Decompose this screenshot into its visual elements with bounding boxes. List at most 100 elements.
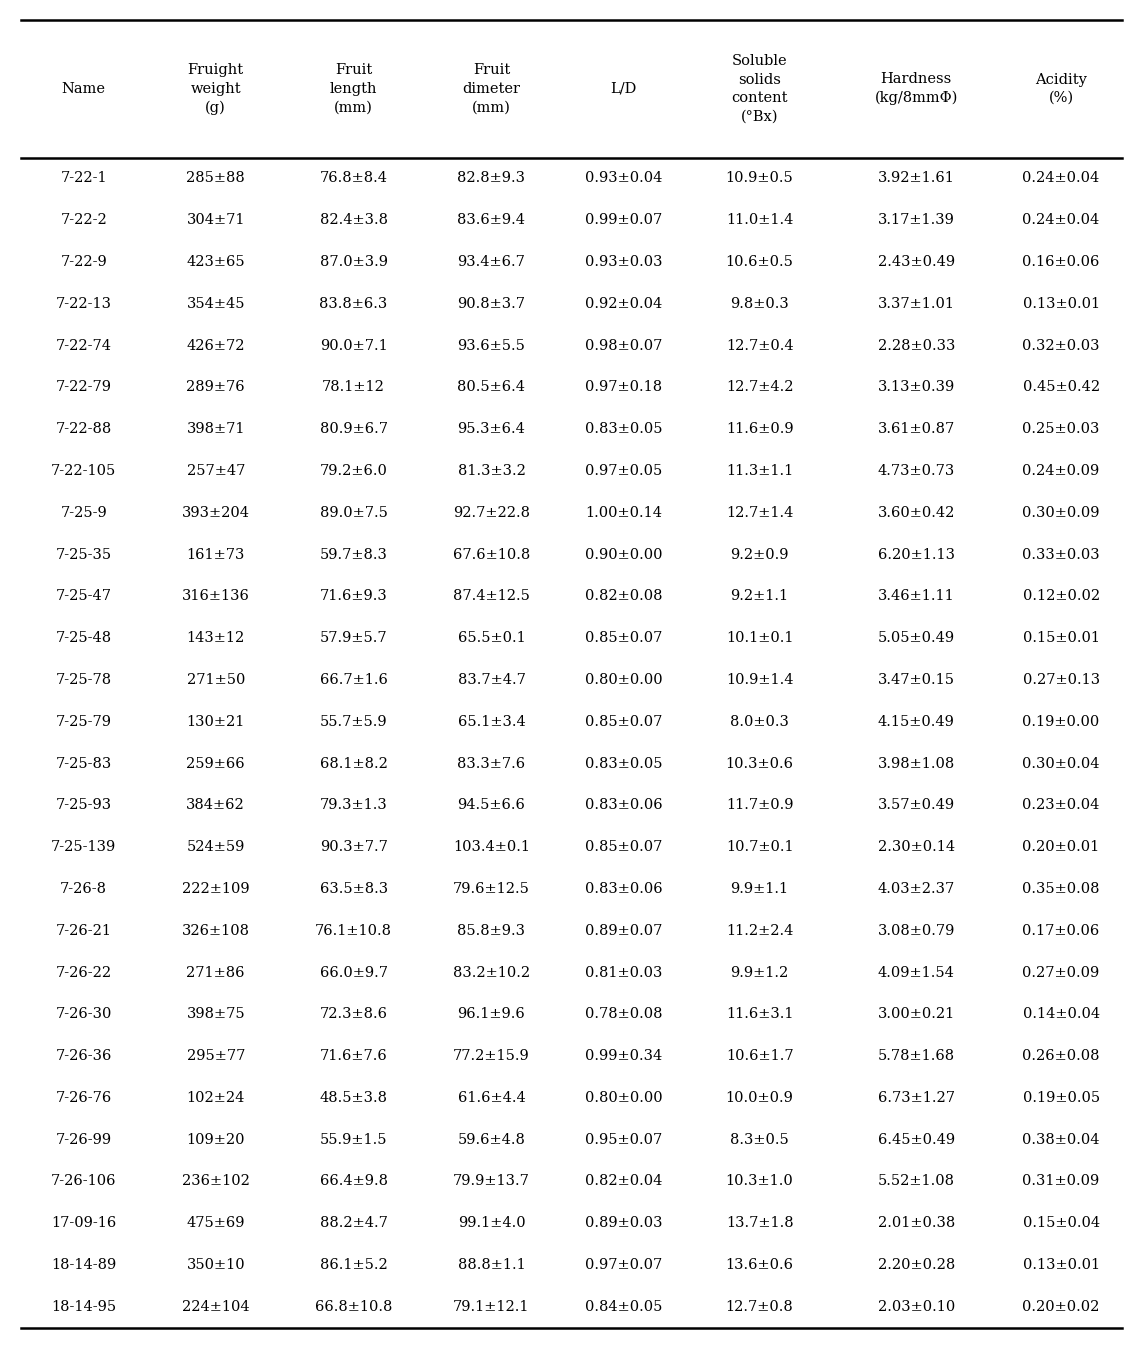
- Text: 0.13±0.01: 0.13±0.01: [1023, 297, 1100, 311]
- Text: 7-26-22: 7-26-22: [56, 965, 112, 980]
- Text: 0.33±0.03: 0.33±0.03: [1022, 547, 1100, 562]
- Text: 0.14±0.04: 0.14±0.04: [1023, 1007, 1100, 1022]
- Text: 7-25-79: 7-25-79: [56, 714, 112, 729]
- Text: 7-22-79: 7-22-79: [56, 380, 112, 395]
- Text: 5.05±0.49: 5.05±0.49: [878, 631, 954, 646]
- Text: 10.1±0.1: 10.1±0.1: [726, 631, 793, 646]
- Text: 2.30±0.14: 2.30±0.14: [878, 840, 954, 855]
- Text: 304±71: 304±71: [186, 213, 245, 228]
- Text: 6.73±1.27: 6.73±1.27: [878, 1091, 954, 1105]
- Text: 71.6±7.6: 71.6±7.6: [320, 1049, 387, 1064]
- Text: 0.23±0.04: 0.23±0.04: [1022, 798, 1100, 813]
- Text: 143±12: 143±12: [186, 631, 245, 646]
- Text: 7-26-106: 7-26-106: [51, 1174, 117, 1189]
- Text: 59.6±4.8: 59.6±4.8: [457, 1132, 526, 1147]
- Text: 83.6±9.4: 83.6±9.4: [457, 213, 526, 228]
- Text: 0.13±0.01: 0.13±0.01: [1023, 1258, 1100, 1273]
- Text: 63.5±8.3: 63.5±8.3: [320, 882, 387, 896]
- Text: 89.0±7.5: 89.0±7.5: [320, 506, 387, 520]
- Text: 0.83±0.06: 0.83±0.06: [585, 798, 662, 813]
- Text: 71.6±9.3: 71.6±9.3: [320, 589, 387, 604]
- Text: 11.6±0.9: 11.6±0.9: [726, 422, 793, 437]
- Text: 285±88: 285±88: [186, 171, 245, 186]
- Text: 10.3±0.6: 10.3±0.6: [726, 756, 793, 771]
- Text: 3.92±1.61: 3.92±1.61: [878, 171, 954, 186]
- Text: 0.12±0.02: 0.12±0.02: [1023, 589, 1100, 604]
- Text: 0.99±0.07: 0.99±0.07: [585, 213, 662, 228]
- Text: 130±21: 130±21: [186, 714, 245, 729]
- Text: 271±86: 271±86: [186, 965, 245, 980]
- Text: 7-22-13: 7-22-13: [56, 297, 112, 311]
- Text: 3.57±0.49: 3.57±0.49: [878, 798, 954, 813]
- Text: 2.28±0.33: 2.28±0.33: [878, 338, 954, 353]
- Text: 5.78±1.68: 5.78±1.68: [878, 1049, 954, 1064]
- Text: 398±71: 398±71: [186, 422, 245, 437]
- Text: 4.03±2.37: 4.03±2.37: [878, 882, 954, 896]
- Text: 93.6±5.5: 93.6±5.5: [457, 338, 526, 353]
- Text: 7-25-139: 7-25-139: [51, 840, 117, 855]
- Text: 0.15±0.04: 0.15±0.04: [1023, 1216, 1100, 1231]
- Text: 224±104: 224±104: [182, 1299, 249, 1314]
- Text: 77.2±15.9: 77.2±15.9: [453, 1049, 530, 1064]
- Text: 0.97±0.18: 0.97±0.18: [585, 380, 662, 395]
- Text: 9.8±0.3: 9.8±0.3: [730, 297, 789, 311]
- Text: 236±102: 236±102: [182, 1174, 249, 1189]
- Text: 524±59: 524±59: [186, 840, 245, 855]
- Text: 2.43±0.49: 2.43±0.49: [878, 255, 954, 270]
- Text: 7-25-78: 7-25-78: [56, 673, 112, 687]
- Text: 295±77: 295±77: [186, 1049, 245, 1064]
- Text: 0.25±0.03: 0.25±0.03: [1022, 422, 1100, 437]
- Text: 87.0±3.9: 87.0±3.9: [320, 255, 387, 270]
- Text: 10.9±1.4: 10.9±1.4: [726, 673, 793, 687]
- Text: 7-22-9: 7-22-9: [61, 255, 107, 270]
- Text: 3.37±1.01: 3.37±1.01: [878, 297, 954, 311]
- Text: 4.15±0.49: 4.15±0.49: [878, 714, 954, 729]
- Text: 289±76: 289±76: [186, 380, 245, 395]
- Text: 3.60±0.42: 3.60±0.42: [878, 506, 954, 520]
- Text: 0.97±0.07: 0.97±0.07: [585, 1258, 662, 1273]
- Text: 4.09±1.54: 4.09±1.54: [878, 965, 954, 980]
- Text: 57.9±5.7: 57.9±5.7: [320, 631, 387, 646]
- Text: 0.97±0.05: 0.97±0.05: [585, 464, 662, 479]
- Text: 7-22-2: 7-22-2: [61, 213, 107, 228]
- Text: 0.24±0.04: 0.24±0.04: [1023, 171, 1100, 186]
- Text: 66.0±9.7: 66.0±9.7: [320, 965, 387, 980]
- Text: 12.7±4.2: 12.7±4.2: [726, 380, 793, 395]
- Text: 7-26-99: 7-26-99: [56, 1132, 112, 1147]
- Text: 11.0±1.4: 11.0±1.4: [726, 213, 793, 228]
- Text: 0.19±0.00: 0.19±0.00: [1023, 714, 1100, 729]
- Text: 85.8±9.3: 85.8±9.3: [457, 923, 526, 938]
- Text: 0.80±0.00: 0.80±0.00: [585, 673, 662, 687]
- Text: 7-26-36: 7-26-36: [56, 1049, 112, 1064]
- Text: 0.78±0.08: 0.78±0.08: [585, 1007, 662, 1022]
- Text: 7-22-74: 7-22-74: [56, 338, 112, 353]
- Text: 83.2±10.2: 83.2±10.2: [453, 965, 530, 980]
- Text: 0.30±0.09: 0.30±0.09: [1022, 506, 1100, 520]
- Text: 9.9±1.2: 9.9±1.2: [730, 965, 789, 980]
- Text: 0.20±0.02: 0.20±0.02: [1022, 1299, 1100, 1314]
- Text: 7-22-88: 7-22-88: [56, 422, 112, 437]
- Text: 2.01±0.38: 2.01±0.38: [878, 1216, 954, 1231]
- Text: 81.3±3.2: 81.3±3.2: [457, 464, 526, 479]
- Text: 7-26-21: 7-26-21: [56, 923, 112, 938]
- Text: 257±47: 257±47: [186, 464, 245, 479]
- Text: 76.1±10.8: 76.1±10.8: [315, 923, 392, 938]
- Text: 3.46±1.11: 3.46±1.11: [878, 589, 954, 604]
- Text: 99.1±4.0: 99.1±4.0: [457, 1216, 526, 1231]
- Text: 0.80±0.00: 0.80±0.00: [585, 1091, 662, 1105]
- Text: 7-26-76: 7-26-76: [56, 1091, 112, 1105]
- Text: 67.6±10.8: 67.6±10.8: [453, 547, 530, 562]
- Text: 0.99±0.34: 0.99±0.34: [585, 1049, 662, 1064]
- Text: 48.5±3.8: 48.5±3.8: [320, 1091, 387, 1105]
- Text: 0.19±0.05: 0.19±0.05: [1023, 1091, 1100, 1105]
- Text: 426±72: 426±72: [186, 338, 245, 353]
- Text: 0.93±0.04: 0.93±0.04: [585, 171, 662, 186]
- Text: 13.6±0.6: 13.6±0.6: [726, 1258, 793, 1273]
- Text: 7-25-35: 7-25-35: [56, 547, 112, 562]
- Text: 0.82±0.08: 0.82±0.08: [585, 589, 662, 604]
- Text: 88.8±1.1: 88.8±1.1: [457, 1258, 526, 1273]
- Text: 0.83±0.05: 0.83±0.05: [585, 756, 662, 771]
- Text: 82.8±9.3: 82.8±9.3: [457, 171, 526, 186]
- Text: 0.35±0.08: 0.35±0.08: [1022, 882, 1100, 896]
- Text: 12.7±0.8: 12.7±0.8: [726, 1299, 793, 1314]
